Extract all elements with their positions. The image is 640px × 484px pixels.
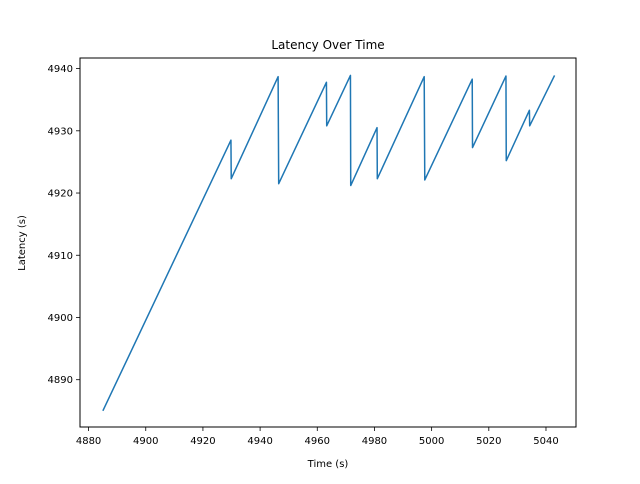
- y-tick-label: 4920: [48, 189, 73, 200]
- x-tick-label: 5000: [419, 436, 444, 447]
- plot-frame: [79, 57, 577, 428]
- y-tick-label: 4900: [48, 313, 73, 324]
- x-axis-ticks: 4880 4900 4920 4940 4960 4980 5000 5020 5040: [76, 427, 559, 447]
- x-tick-label: 4880: [76, 436, 101, 447]
- y-tick-label: 4940: [48, 64, 73, 75]
- series-line-0: [102, 74, 556, 412]
- y-tick-label: 4930: [48, 126, 73, 137]
- x-tick-label: 4920: [190, 436, 215, 447]
- y-tick-label: 4910: [48, 251, 73, 262]
- x-tick-label: 4900: [133, 436, 158, 447]
- x-tick-label: 4960: [305, 436, 330, 447]
- x-tick-label: 4940: [247, 436, 272, 447]
- y-axis-label: Latency (s): [17, 215, 28, 271]
- plot-area: [102, 74, 556, 412]
- y-tick-label: 4890: [48, 375, 73, 386]
- y-axis-ticks: 4890 4900 4910 4920 4930 4940: [48, 64, 80, 386]
- chart-title: Latency Over Time: [271, 38, 384, 52]
- x-axis-label: Time (s): [307, 459, 349, 470]
- x-tick-label: 5020: [476, 436, 501, 447]
- x-tick-label: 5040: [533, 436, 558, 447]
- x-tick-label: 4980: [362, 436, 387, 447]
